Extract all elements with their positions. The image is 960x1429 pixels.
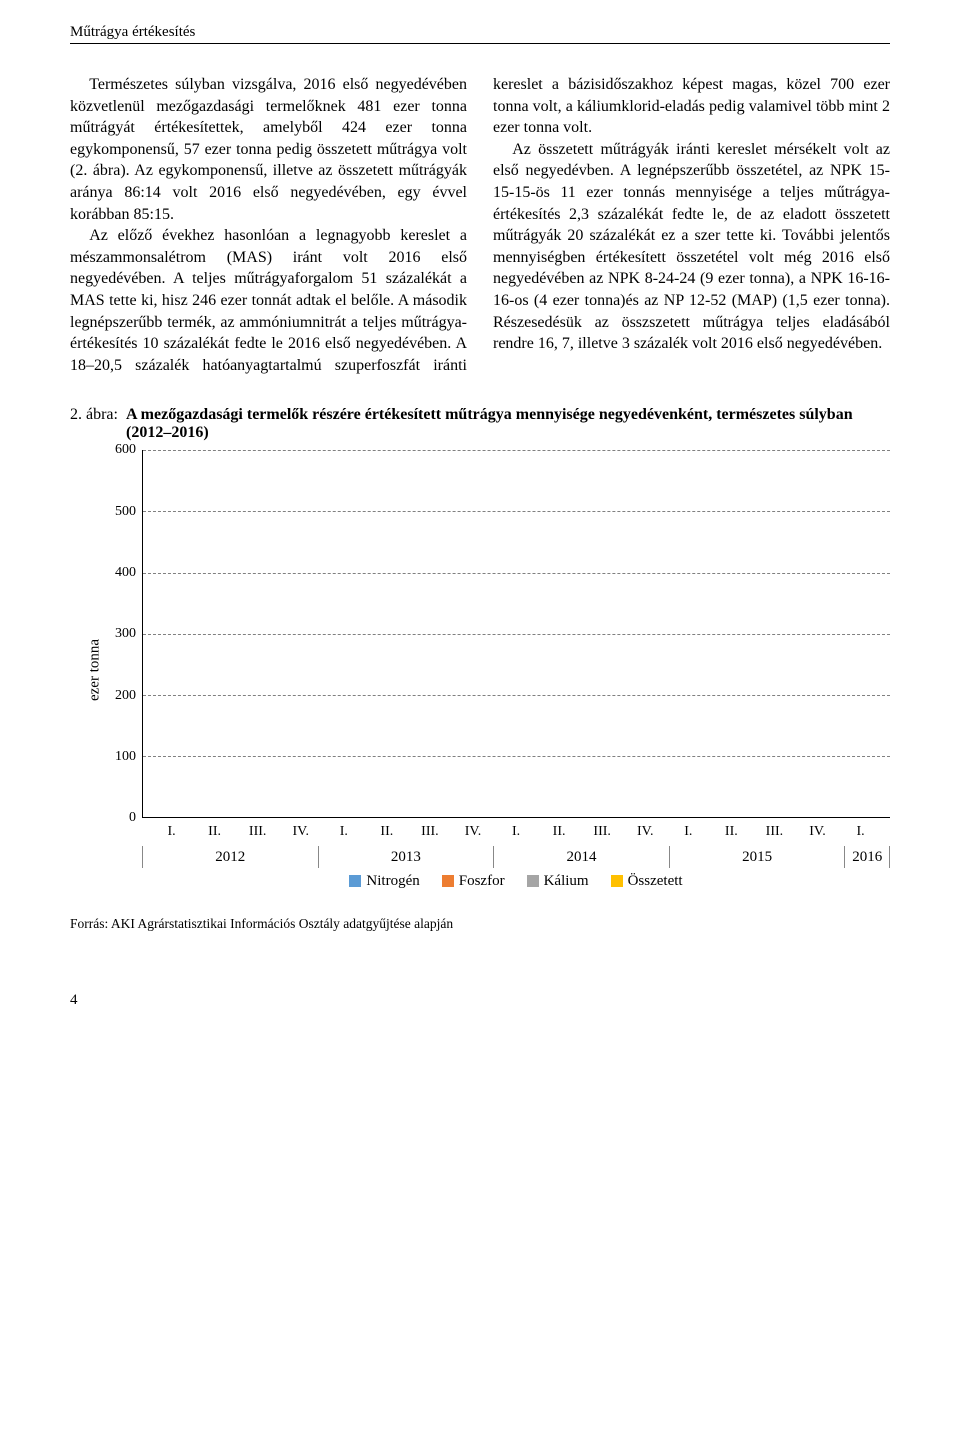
y-tick-label: 100 (100, 750, 136, 764)
x-tick-quarter: IV. (624, 822, 667, 842)
page-number: 4 (70, 992, 890, 1009)
legend-label: Foszfor (459, 873, 505, 890)
x-tick-quarter: I. (150, 822, 193, 842)
legend-item-nitrogen: Nitrogén (349, 873, 419, 890)
paragraph-3: Az összetett műtrágyák iránti kereslet m… (493, 139, 890, 355)
figure-title: A mezőgazdasági termelők részére értékes… (126, 406, 890, 442)
figure-block: 2. ábra: A mezőgazdasági termelők részér… (70, 406, 890, 932)
legend-swatch (611, 875, 623, 887)
x-tick-quarter: II. (538, 822, 581, 842)
x-tick-quarter: I. (667, 822, 710, 842)
figure-caption: 2. ábra: A mezőgazdasági termelők részér… (70, 406, 890, 442)
x-tick-quarter: II. (193, 822, 236, 842)
legend-item-osszetett: Összetett (611, 873, 683, 890)
legend-label: Nitrogén (366, 873, 419, 890)
chart-legend: Nitrogén Foszfor Kálium Összetett (142, 872, 890, 890)
x-tick-year: 2012 (142, 846, 318, 868)
legend-label: Kálium (544, 873, 589, 890)
y-tick-label: 200 (100, 689, 136, 703)
gridline (143, 511, 890, 512)
gridline (143, 756, 890, 757)
x-axis-years: 20122013201420152016 (142, 846, 890, 868)
x-tick-year: 2013 (318, 846, 494, 868)
gridline (143, 695, 890, 696)
running-head: Műtrágya értékesítés (70, 24, 890, 44)
y-tick-label: 300 (100, 627, 136, 641)
gridline (143, 634, 890, 635)
x-tick-quarter: III. (408, 822, 451, 842)
x-tick-quarter: IV. (451, 822, 494, 842)
plot-area (142, 450, 890, 818)
y-tick-label: 400 (100, 566, 136, 580)
legend-label: Összetett (628, 873, 683, 890)
x-tick-quarter: II. (710, 822, 753, 842)
x-tick-quarter: II. (365, 822, 408, 842)
legend-item-kalium: Kálium (527, 873, 589, 890)
x-axis-quarters: I.II.III.IV.I.II.III.IV.I.II.III.IV.I.II… (142, 822, 890, 842)
legend-swatch (349, 875, 361, 887)
legend-swatch (442, 875, 454, 887)
chart-container: ezer tonna 0100200300400500600 I.II.III.… (70, 450, 890, 890)
x-tick-quarter: IV. (796, 822, 839, 842)
gridline (143, 573, 890, 574)
x-tick-year: 2015 (669, 846, 845, 868)
x-tick-quarter: IV. (279, 822, 322, 842)
y-tick-label: 600 (100, 443, 136, 457)
x-tick-quarter: III. (581, 822, 624, 842)
y-axis: 0100200300400500600 (100, 450, 136, 818)
paragraph-1: Természetes súlyban vizsgálva, 2016 első… (70, 74, 467, 225)
figure-source: Forrás: AKI Agrárstatisztikai Információ… (70, 916, 890, 932)
x-tick-quarter: III. (236, 822, 279, 842)
legend-swatch (527, 875, 539, 887)
x-tick-year: 2016 (844, 846, 890, 868)
legend-item-foszfor: Foszfor (442, 873, 505, 890)
figure-label: 2. ábra: (70, 406, 118, 442)
x-tick-quarter: III. (753, 822, 796, 842)
x-tick-year: 2014 (493, 846, 669, 868)
gridline (143, 450, 890, 451)
body-text: Természetes súlyban vizsgálva, 2016 első… (70, 74, 890, 376)
y-tick-label: 0 (100, 811, 136, 825)
y-tick-label: 500 (100, 505, 136, 519)
x-tick-quarter: I. (839, 822, 882, 842)
x-tick-quarter: I. (322, 822, 365, 842)
x-tick-quarter: I. (495, 822, 538, 842)
